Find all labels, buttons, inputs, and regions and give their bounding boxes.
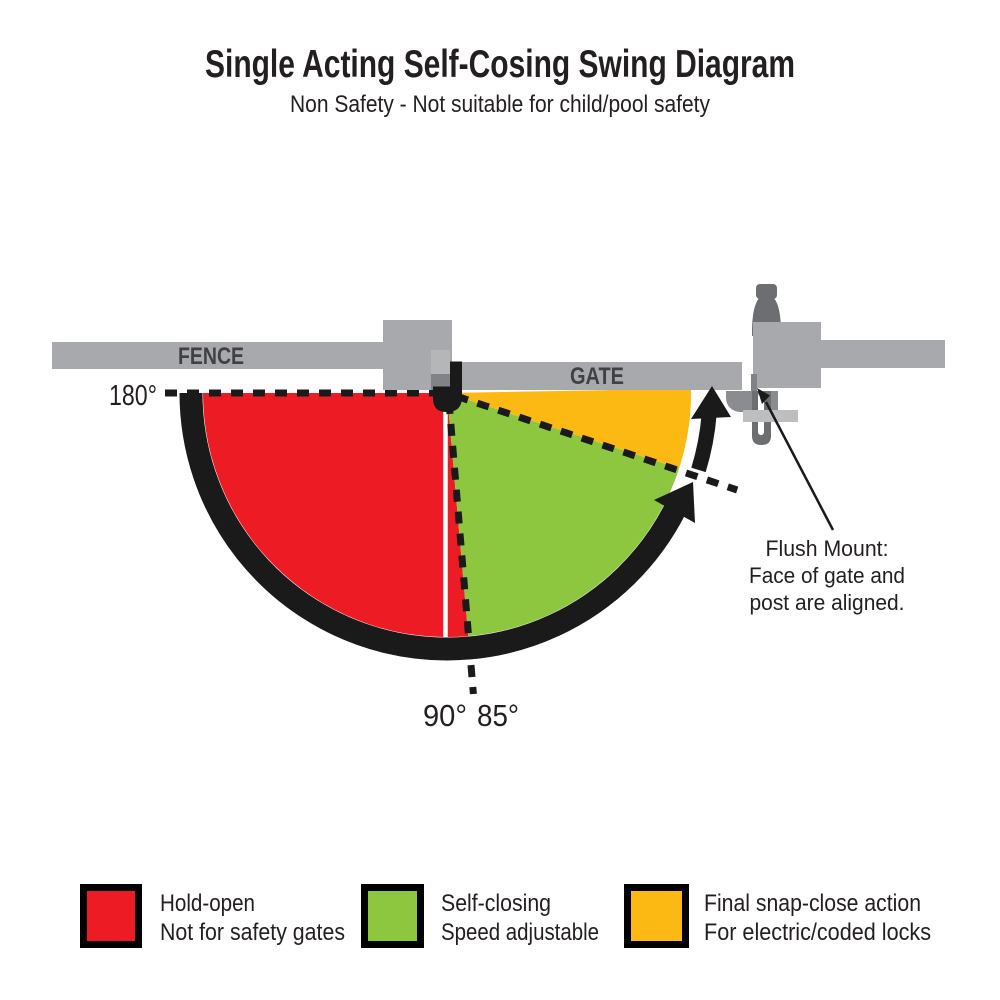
snap-close-arrow (691, 386, 731, 473)
self-closing-swing-arrow (179, 392, 695, 661)
hold-open-sector (203, 393, 469, 638)
legend-green-line2: Speed adjustable (441, 919, 599, 946)
legend-item-hold-open: Hold-open Not for safety gates (80, 884, 345, 948)
latch-assembly (726, 284, 945, 445)
latch-knob-cap (756, 284, 777, 299)
legend: Hold-open Not for safety gates Self-clos… (80, 884, 931, 948)
swing-arrow-arc (179, 392, 686, 661)
snap-arrowhead-icon (691, 386, 731, 419)
angle-85-label: 85° (477, 698, 519, 733)
latch-post-block (753, 322, 821, 388)
swing-sectors (203, 388, 692, 661)
self-closing-sector (447, 393, 680, 637)
snap-boundary-dashed-line (455, 392, 739, 494)
fence-gate-structure: FENCE GATE (52, 320, 742, 412)
hinge-knuckle-icon (433, 361, 462, 412)
legend-red-line2: Not for safety gates (160, 919, 345, 946)
legend-item-snap-close: Final snap-close action For electric/cod… (624, 884, 931, 948)
snap-arrow-arc (691, 412, 717, 473)
page-title: Single Acting Self-Cosing Swing Diagram (205, 43, 795, 86)
legend-swatch-red (80, 884, 142, 948)
latch-catch-tab (751, 374, 757, 392)
right-fence-bar (821, 340, 945, 368)
angle-90-label: 90° (423, 698, 467, 733)
legend-green-line1: Self-closing (441, 890, 551, 917)
flush-note-line2: Face of gate and (749, 563, 905, 588)
flush-pointer-line (764, 401, 835, 531)
fence-label: FENCE (178, 343, 244, 370)
hinge-inner-plate-lower (431, 374, 450, 390)
legend-yellow-line2: For electric/coded locks (704, 919, 931, 946)
gate-label: GATE (570, 363, 624, 390)
flush-note-line1: Flush Mount: (766, 536, 889, 561)
flush-pointer-arrowhead-icon (757, 388, 770, 404)
flush-mount-pointer (757, 388, 835, 531)
legend-item-self-closing: Self-closing Speed adjustable (361, 884, 599, 948)
snap-close-sector (447, 388, 692, 469)
swing-arrowhead-icon (654, 482, 695, 523)
legend-red-line1: Hold-open (160, 890, 255, 917)
page-subtitle: Non Safety - Not suitable for child/pool… (290, 91, 710, 118)
angle-labels: 180° 90° 85° (109, 380, 519, 733)
flush-mount-note: Flush Mount: Face of gate and post are a… (749, 536, 905, 615)
flush-note-line3: post are aligned. (750, 590, 905, 615)
angle-180-label: 180° (109, 380, 157, 412)
legend-yellow-line1: Final snap-close action (704, 890, 921, 917)
legend-swatch-green (361, 884, 424, 948)
latch-pin (743, 410, 798, 422)
fence-bar (52, 342, 440, 369)
legend-swatch-yellow (624, 884, 689, 948)
gate-bar (452, 362, 742, 390)
